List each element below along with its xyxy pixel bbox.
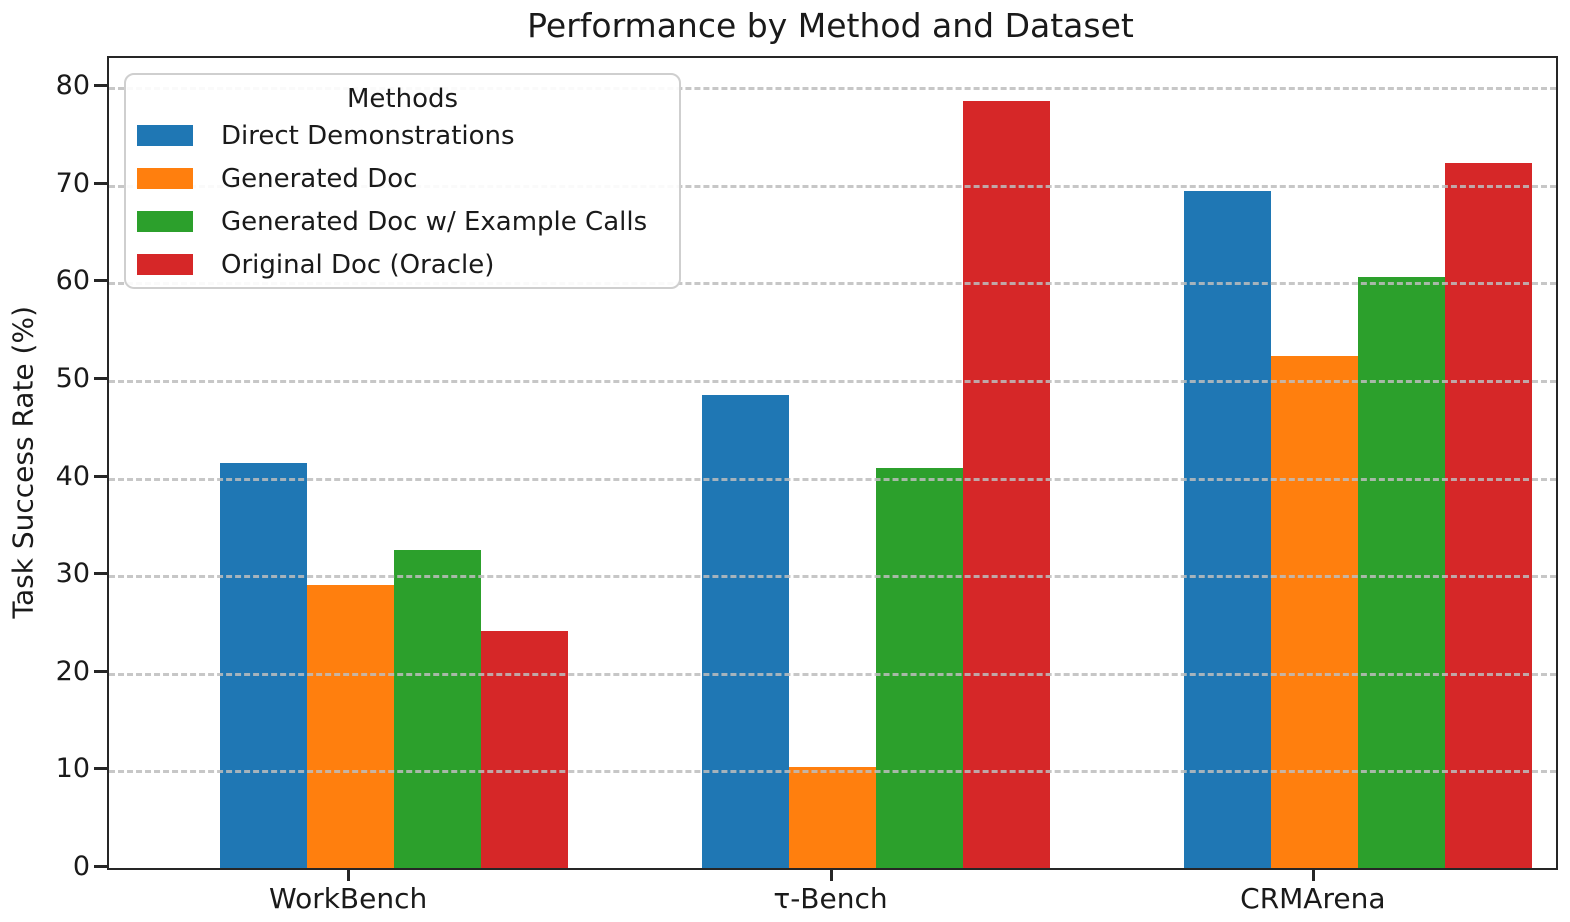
xtick-label-τ-Bench: τ-Bench [773, 882, 888, 915]
ytick-mark-80 [94, 84, 107, 88]
legend-swatch-icon [137, 125, 193, 146]
bar-WorkBench-generated-doc-w-example-calls [393, 550, 481, 868]
ytick-mark-60 [94, 279, 107, 283]
chart-title: Performance by Method and Dataset [527, 6, 1134, 45]
gridline-70 [109, 184, 1556, 188]
ytick-label-50: 50 [55, 363, 90, 395]
legend: Methods Direct Demonstrations Generated D… [124, 73, 681, 289]
xtick-mark-WorkBench [347, 868, 351, 881]
legend-title: Methods [346, 84, 459, 114]
gridline-40 [109, 477, 1556, 481]
legend-swatch-icon [137, 254, 193, 275]
ytick-label-80: 80 [55, 70, 90, 102]
gridline-50 [109, 380, 1556, 384]
gridline-60 [109, 282, 1556, 286]
xtick-mark-τ-Bench [829, 868, 833, 881]
ytick-mark-70 [94, 181, 107, 185]
bar-CRMArena-generated-doc [1271, 356, 1359, 868]
bar-τ-Bench-direct-demonstrations [702, 395, 789, 868]
legend-item-generated-doc: Generated Doc [137, 157, 679, 200]
legend-item-label: Original Doc (Oracle) [221, 249, 495, 280]
bar-τ-Bench-original-doc-oracle- [963, 101, 1050, 868]
legend-item-generated-doc-w-example-calls: Generated Doc w/ Example Calls [137, 200, 679, 243]
legend-item-label: Generated Doc w/ Example Calls [221, 206, 648, 237]
legend-items: Direct Demonstrations Generated Doc Genera… [126, 114, 679, 286]
ytick-label-30: 30 [55, 558, 90, 590]
ytick-mark-30 [94, 572, 107, 576]
ytick-mark-10 [94, 767, 107, 771]
gridline-30 [109, 575, 1556, 579]
gridline-80 [109, 87, 1556, 91]
bar-WorkBench-direct-demonstrations [219, 463, 307, 868]
legend-swatch-icon [137, 168, 193, 189]
xtick-mark-CRMArena [1311, 868, 1315, 881]
ytick-mark-20 [94, 669, 107, 673]
legend-swatch-icon [137, 211, 193, 232]
ytick-label-40: 40 [55, 460, 90, 492]
ytick-label-10: 10 [55, 753, 90, 785]
ytick-mark-50 [94, 377, 107, 381]
bar-CRMArena-direct-demonstrations [1184, 191, 1272, 868]
ytick-label-60: 60 [55, 265, 90, 297]
legend-item-direct-demonstrations: Direct Demonstrations [137, 114, 679, 157]
plot-area: Methods Direct Demonstrations Generated D… [107, 56, 1558, 870]
bar-τ-Bench-generated-doc [789, 767, 876, 868]
ytick-label-0: 0 [72, 851, 90, 882]
bar-τ-Bench-generated-doc-w-example-calls [876, 468, 963, 868]
gridline-20 [109, 672, 1556, 676]
bar-WorkBench-original-doc-oracle- [480, 631, 568, 868]
bar-CRMArena-original-doc-oracle- [1445, 163, 1533, 868]
ytick-label-70: 70 [55, 167, 90, 199]
xtick-label-CRMArena: CRMArena [1240, 882, 1386, 915]
ytick-label-20: 20 [55, 655, 90, 687]
ytick-mark-0 [94, 865, 107, 868]
legend-item-label: Generated Doc [221, 163, 418, 194]
ytick-mark-40 [94, 474, 107, 478]
gridline-10 [109, 770, 1556, 774]
bar-WorkBench-generated-doc [306, 585, 394, 868]
bar-CRMArena-generated-doc-w-example-calls [1358, 277, 1446, 868]
legend-item-original-doc-oracle-: Original Doc (Oracle) [137, 243, 679, 286]
legend-item-label: Direct Demonstrations [221, 120, 515, 151]
xtick-label-WorkBench: WorkBench [269, 882, 428, 915]
